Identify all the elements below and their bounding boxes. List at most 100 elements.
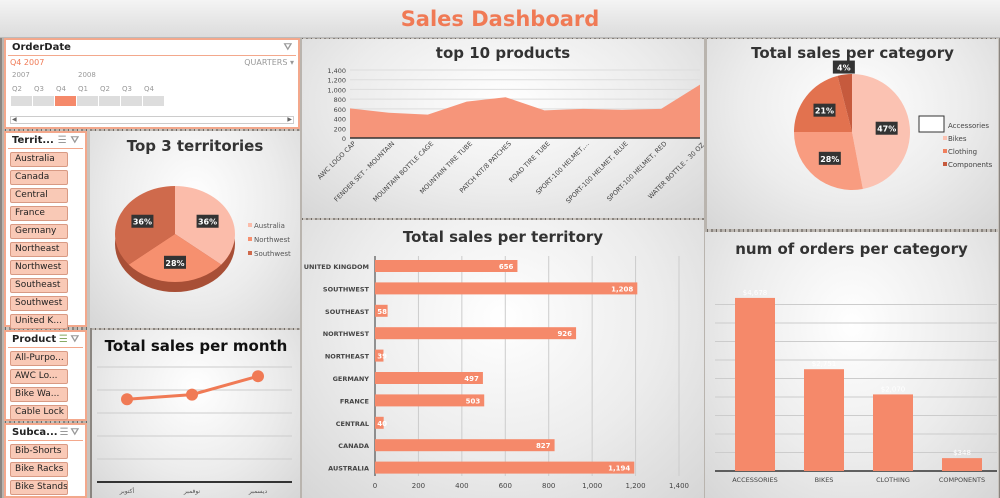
y-tick-label: UNITED KINGDOM (304, 263, 369, 271)
timeline-bar[interactable]: 2007 2008 Q2 Q3 Q4 Q1 Q2 Q3 Q4 (6, 69, 298, 113)
scroll-right-icon[interactable]: ▶ (287, 116, 292, 123)
slicer-item[interactable]: Bike Stands (10, 480, 68, 495)
scroll-left-icon[interactable]: ◀ (12, 116, 17, 123)
slicer-item[interactable]: Northwest (10, 260, 68, 275)
x-tick-label: 600 (499, 482, 512, 490)
slicer-item[interactable]: Germany (10, 224, 68, 239)
legend-swatch (248, 223, 252, 227)
data-label-box (818, 151, 841, 165)
bar (375, 394, 485, 407)
pie-slice (837, 74, 852, 132)
product-slicer[interactable]: Product ☰ ⛛ All-Purpo... AWC Lo... Bike Wa..… (4, 330, 87, 421)
sales-per-category-chart: Total sales per category 47% 28% 21% 4% Acces… (707, 39, 998, 229)
dashboard-header: Sales Dashboard (0, 0, 1000, 38)
chart-title: Top 3 territories (126, 137, 264, 155)
bar (375, 461, 635, 474)
data-label: 40 (377, 420, 387, 428)
timeline-year: 2008 (78, 71, 96, 79)
legend-label: Southwest (254, 250, 291, 258)
slicer-item[interactable]: Northeast (10, 242, 68, 257)
slicer-item[interactable]: Bike Racks (10, 462, 68, 477)
timeline-quarter-cell[interactable] (77, 96, 98, 106)
area-series (350, 84, 700, 138)
y-tick-label: 1,400 (327, 67, 346, 75)
data-label: 36% (198, 218, 217, 227)
y-tick-label: NORTHWEST (323, 330, 370, 338)
chart-title: Total sales per territory (402, 228, 604, 246)
timeline-quarter-cell[interactable] (99, 96, 120, 106)
clear-filter-icon[interactable]: ⛛ (70, 427, 79, 438)
slicer-item[interactable]: All-Purpo... (10, 351, 68, 366)
timeline-scrollbar[interactable]: ◀ ▶ (10, 116, 294, 124)
data-label: 1,208 (611, 285, 633, 293)
y-tick-label: 600 (334, 106, 346, 114)
data-label-box (131, 214, 154, 228)
legend-swatch (943, 149, 947, 153)
slicer-item[interactable]: Australia (10, 152, 68, 167)
timeline-quarter-cell[interactable] (11, 96, 32, 106)
data-label: $2,751 (812, 360, 837, 368)
timeline-quarter-label: Q4 (144, 85, 154, 93)
subcategory-slicer[interactable]: Subca... ☰ ⛛ Bib-Shorts Bike Racks Bike Stan… (4, 423, 87, 498)
slicer-item[interactable]: Bib-Shorts (10, 444, 68, 459)
x-tick-label: 1,200 (626, 482, 646, 490)
multi-select-icon[interactable]: ☰ (58, 334, 68, 345)
data-label-box (196, 214, 219, 228)
slicer-item[interactable]: Cable Lock (10, 405, 68, 420)
data-label-box (875, 121, 898, 135)
data-label: 21% (815, 107, 834, 116)
timeline-year: 2007 (12, 71, 30, 79)
bar (804, 369, 844, 471)
slicer-item[interactable]: Central (10, 188, 68, 203)
slicer-item[interactable]: United K... (10, 314, 68, 329)
slicer-title: OrderDate (12, 42, 71, 53)
timeline-quarter-cell[interactable] (143, 96, 164, 106)
multi-select-icon[interactable]: ☰ (59, 427, 69, 438)
bar (375, 327, 577, 340)
x-tick-label: ACCESSORIES (732, 476, 778, 484)
x-tick-label: AWC LOGO CAP (316, 140, 358, 182)
timeline-quarter-label: Q2 (100, 85, 110, 93)
x-tick-label: CLOTHING (876, 476, 910, 484)
legend-label: Bikes (948, 135, 967, 143)
data-label: 827 (536, 442, 551, 450)
clear-filter-icon[interactable]: ⛛ (283, 42, 292, 53)
bar (375, 304, 388, 317)
clear-filter-icon[interactable]: ⛛ (70, 334, 79, 345)
slicer-item[interactable]: Bike Wa... (10, 387, 68, 402)
slicer-item[interactable]: Southeast (10, 278, 68, 293)
slicer-item[interactable]: Canada (10, 170, 68, 185)
order-date-slicer[interactable]: OrderDate ⛛ Q4 2007 QUARTERS ▾ 2007 2008 Q2… (4, 38, 300, 129)
legend-label: Accessories (948, 122, 989, 130)
territory-slicer[interactable]: Territ... ☰ ⛛ Australia Canada Central France… (4, 131, 87, 329)
orders-per-category-chart: num of orders per category $4,678 ACCESSOR… (705, 232, 998, 498)
y-tick-label: 1,000 (327, 86, 346, 94)
timeline-quarter-cell[interactable] (33, 96, 54, 106)
y-tick-label: GERMANY (333, 375, 370, 383)
timeline-level-dropdown[interactable]: QUARTERS ▾ (244, 58, 294, 67)
bar (375, 372, 483, 384)
slicer-item[interactable]: Southwest (10, 296, 68, 311)
y-tick-label: 200 (334, 125, 346, 133)
legend-swatch (943, 162, 947, 166)
x-tick-label: 1,400 (669, 482, 689, 490)
data-point (252, 370, 264, 383)
multi-select-icon[interactable]: ☰ (57, 135, 67, 146)
data-label: $4,678 (743, 289, 768, 297)
slicer-item[interactable]: AWC Lo... (10, 369, 68, 384)
slicer-item[interactable]: France (10, 206, 68, 221)
timeline-quarter-cell[interactable] (121, 96, 142, 106)
x-tick-label: 200 (412, 482, 425, 490)
bar (375, 349, 384, 362)
clear-filter-icon[interactable]: ⛛ (70, 135, 79, 146)
slicer-title: Territ... (12, 135, 54, 146)
timeline-quarter-cell[interactable] (55, 96, 76, 106)
data-label: 28% (820, 155, 839, 164)
data-point (186, 388, 198, 401)
x-tick-label: ديسمبر (248, 488, 268, 495)
x-tick-label: 800 (542, 482, 555, 490)
chart-title: Total sales per month (104, 337, 288, 355)
x-tick-label: 1,000 (582, 482, 602, 490)
data-label: $2,070 (881, 385, 906, 393)
data-label: 4% (837, 64, 851, 73)
